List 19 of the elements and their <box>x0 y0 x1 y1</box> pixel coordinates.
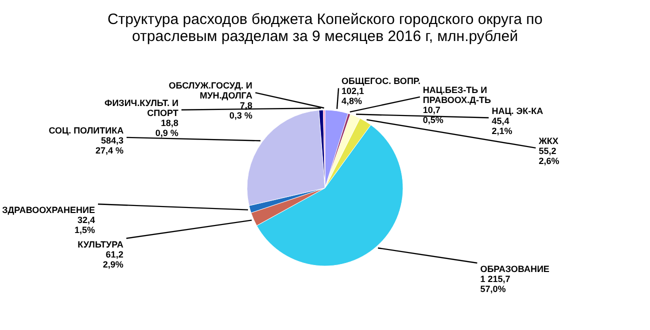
data-label: 55,2 2,6% <box>538 146 560 166</box>
data-label: 61,2 2,9% <box>102 249 124 270</box>
data-label: 584,3 27,4 % <box>96 135 124 156</box>
slice-label: ЖКХ <box>538 136 558 146</box>
data-label: 45,4 2,1% <box>492 116 512 136</box>
data-label: 102,1 4,8% <box>342 86 364 106</box>
slice-label: НАЦ. ЭК-КА <box>492 106 544 116</box>
slice-label: НАЦ.БЕЗ-ТЬ И ПРАВООХ.Д-ТЬ <box>422 84 492 105</box>
slice-label: ОБРАЗОВАНИЕ <box>480 264 550 274</box>
data-label: 32,4 1,5% <box>74 215 95 236</box>
chart-title: Структура расходов бюджета Копейского городского округа по отраслевым разделам за 9 месяцев 2016 г, млн.рублей <box>107 11 543 45</box>
slice-label: ОБЩЕГОС. ВОПР. <box>342 76 421 86</box>
slice-label: ЗДРАВООХРАНЕНИЕ <box>2 205 95 216</box>
data-label: 7,8 0,3 % <box>229 100 252 121</box>
data-label: 1 215,7 57,0% <box>480 274 510 294</box>
slice-label: СОЦ. ПОЛИТИКА <box>48 125 124 136</box>
data-label: 10,7 0,5% <box>422 104 444 125</box>
data-label: 18,8 0,9 % <box>155 118 178 138</box>
slice-label: КУЛЬТУРА <box>78 239 124 250</box>
